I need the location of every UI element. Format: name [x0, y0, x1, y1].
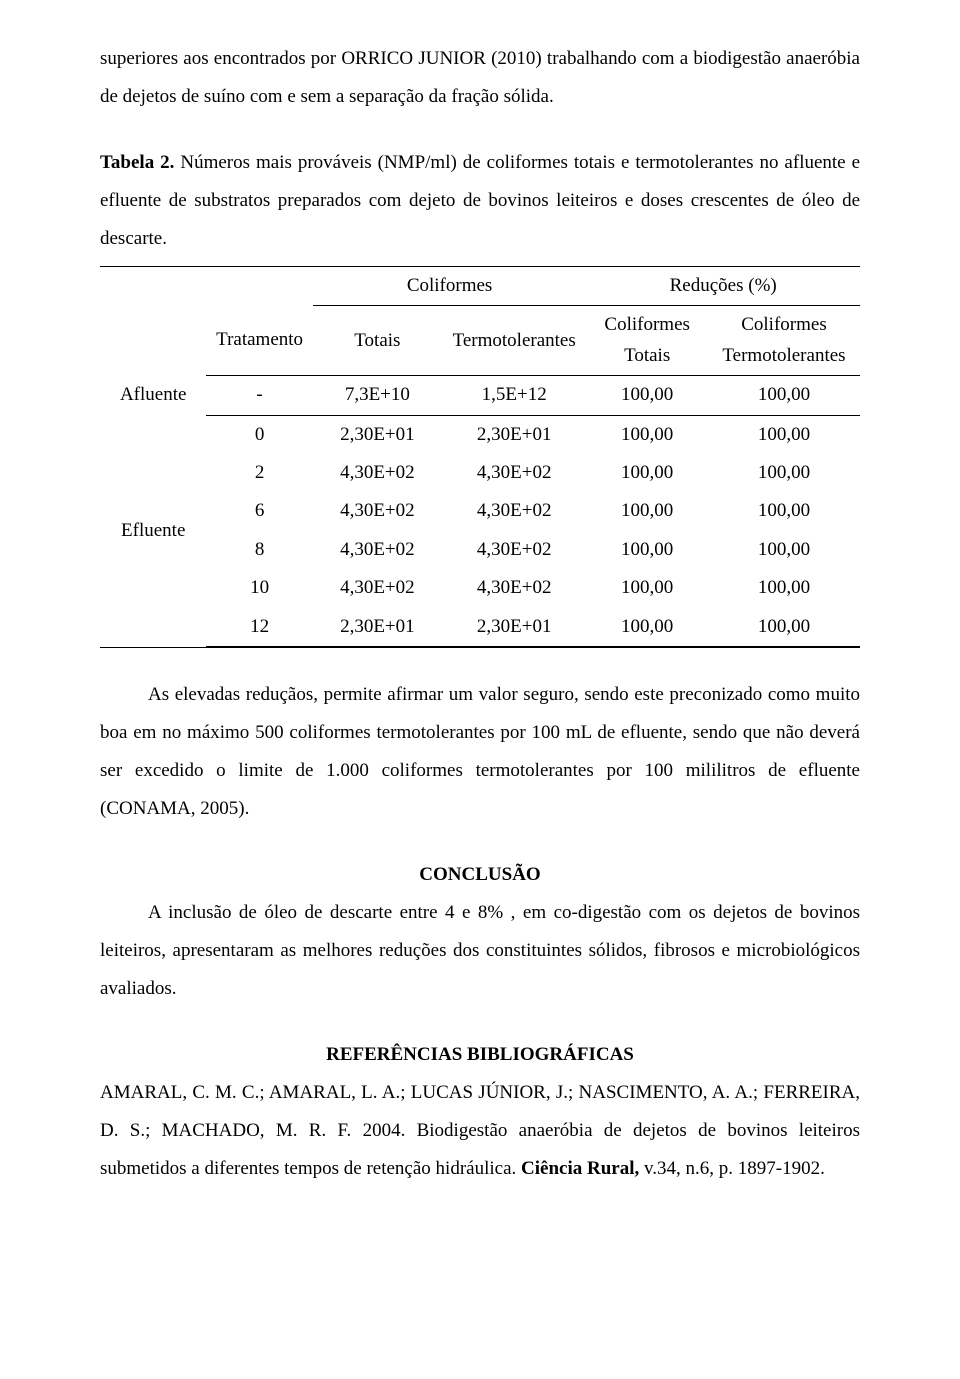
table-row: 2 4,30E+02 4,30E+02 100,00 100,00 — [100, 454, 860, 492]
table-row: Efluente 0 2,30E+01 2,30E+01 100,00 100,… — [100, 415, 860, 454]
cell-trat: 10 — [206, 569, 312, 607]
ref1-bold: Ciência Rural, — [521, 1158, 644, 1179]
cell-rt: 100,00 — [586, 569, 708, 607]
cell-tot: 2,30E+01 — [313, 608, 442, 647]
cell-rm: 100,00 — [708, 531, 860, 569]
cell-trat: 12 — [206, 608, 312, 647]
cell-term: 4,30E+02 — [442, 454, 586, 492]
cell-trat: 6 — [206, 492, 312, 530]
th-coli-termo: Coliformes Termotolerantes — [708, 306, 860, 376]
cell-trat: - — [206, 376, 312, 415]
cell-term: 2,30E+01 — [442, 608, 586, 647]
th-tratamento: Tratamento — [206, 306, 312, 376]
referencia-1: AMARAL, C. M. C.; AMARAL, L. A.; LUCAS J… — [100, 1074, 860, 1188]
cell-tot: 4,30E+02 — [313, 454, 442, 492]
th-coliformes: Coliformes — [313, 267, 587, 306]
cell-tot: 4,30E+02 — [313, 492, 442, 530]
cell-trat: 0 — [206, 415, 312, 454]
cell-rm: 100,00 — [708, 415, 860, 454]
cell-side: Afluente — [100, 376, 206, 415]
cell-rt: 100,00 — [586, 454, 708, 492]
th-coli-totais: Coliformes Totais — [586, 306, 708, 376]
cell-term: 4,30E+02 — [442, 569, 586, 607]
cell-rm: 100,00 — [708, 608, 860, 647]
tabela2-caption-text: Números mais prováveis (NMP/ml) de colif… — [100, 152, 860, 249]
cell-rt: 100,00 — [586, 492, 708, 530]
intro-paragraph: superiores aos encontrados por ORRICO JU… — [100, 40, 860, 116]
th-empty-2 — [206, 267, 312, 306]
cell-term: 4,30E+02 — [442, 492, 586, 530]
paragraph-reducoes: As elevadas reduçãos, permite afirmar um… — [100, 676, 860, 828]
cell-tot: 2,30E+01 — [313, 415, 442, 454]
conclusao-text: A inclusão de óleo de descarte entre 4 e… — [100, 894, 860, 1008]
cell-rm: 100,00 — [708, 569, 860, 607]
referencias-title: REFERÊNCIAS BIBLIOGRÁFICAS — [100, 1036, 860, 1074]
cell-rt: 100,00 — [586, 531, 708, 569]
cell-term: 2,30E+01 — [442, 415, 586, 454]
th-empty-1 — [100, 267, 206, 306]
conclusao-title: CONCLUSÃO — [100, 856, 860, 894]
th-termo: Termotolerantes — [442, 306, 586, 376]
cell-trat: 2 — [206, 454, 312, 492]
table-row: 6 4,30E+02 4,30E+02 100,00 100,00 — [100, 492, 860, 530]
ref1-post: v.34, n.6, p. 1897-1902. — [644, 1158, 825, 1179]
cell-tot: 4,30E+02 — [313, 569, 442, 607]
th-totais: Totais — [313, 306, 442, 376]
table-row-bottom — [100, 646, 860, 647]
cell-rt: 100,00 — [586, 376, 708, 415]
table-row: 8 4,30E+02 4,30E+02 100,00 100,00 — [100, 531, 860, 569]
cell-term: 1,5E+12 — [442, 376, 586, 415]
th-empty-3 — [100, 306, 206, 376]
tabela2: Coliformes Reduções (%) Tratamento Totai… — [100, 266, 860, 648]
cell-rt: 100,00 — [586, 415, 708, 454]
cell-rm: 100,00 — [708, 492, 860, 530]
tabela2-label: Tabela 2. — [100, 152, 174, 173]
th-reducoes: Reduções (%) — [586, 267, 860, 306]
cell-tot: 4,30E+02 — [313, 531, 442, 569]
cell-term: 4,30E+02 — [442, 531, 586, 569]
table-row: 12 2,30E+01 2,30E+01 100,00 100,00 — [100, 608, 860, 647]
cell-rt: 100,00 — [586, 608, 708, 647]
table-row: 10 4,30E+02 4,30E+02 100,00 100,00 — [100, 569, 860, 607]
cell-side: Efluente — [100, 415, 206, 646]
cell-tot: 7,3E+10 — [313, 376, 442, 415]
cell-rm: 100,00 — [708, 454, 860, 492]
table-row: Afluente - 7,3E+10 1,5E+12 100,00 100,00 — [100, 376, 860, 415]
tabela2-caption: Tabela 2. Números mais prováveis (NMP/ml… — [100, 144, 860, 258]
cell-rm: 100,00 — [708, 376, 860, 415]
cell-trat: 8 — [206, 531, 312, 569]
